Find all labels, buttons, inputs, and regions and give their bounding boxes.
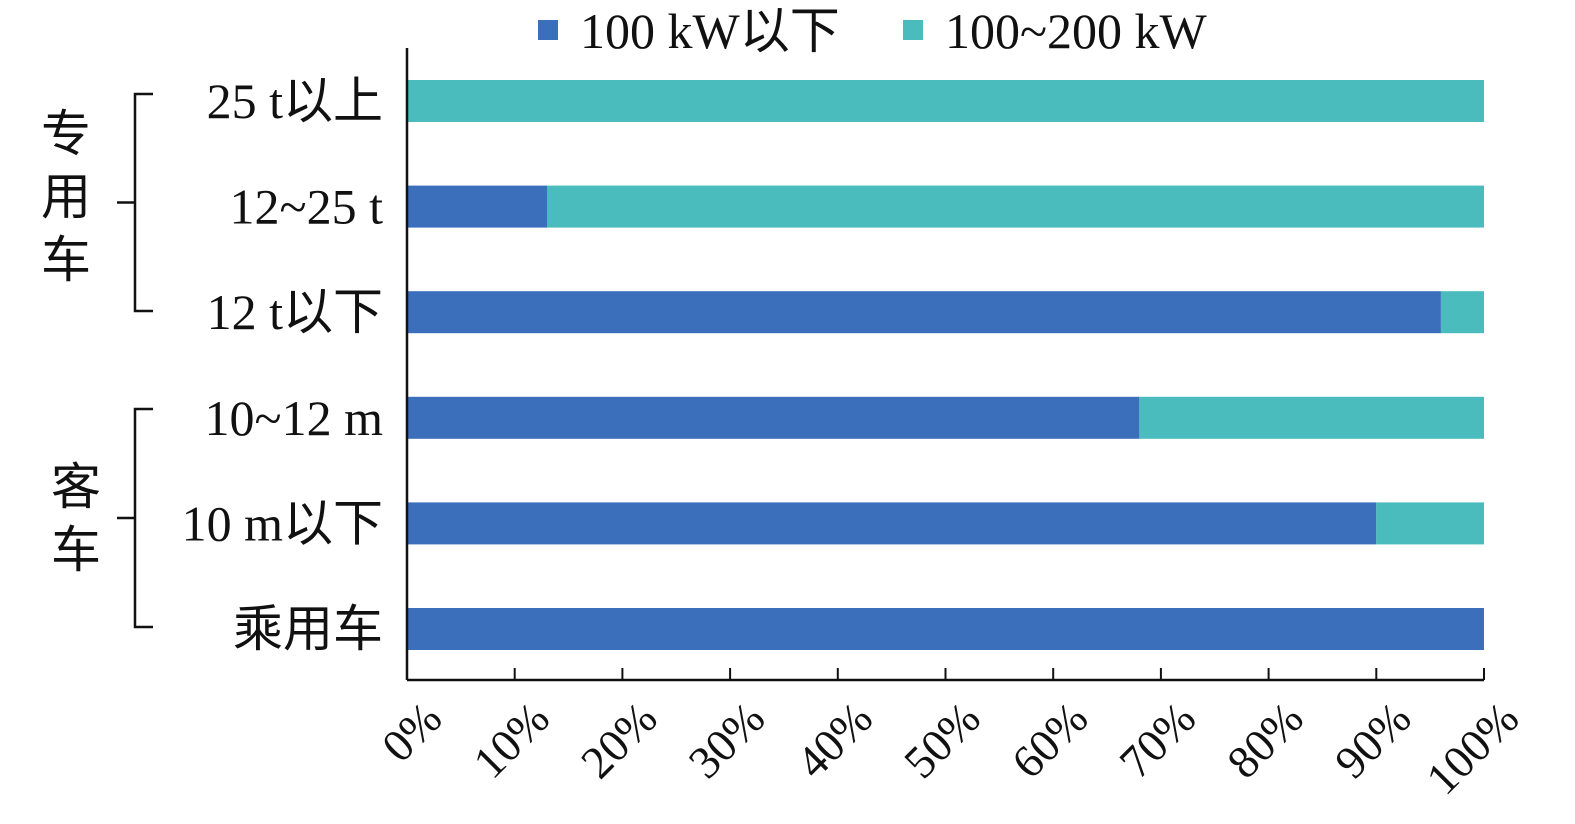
x-tick-label: 70% [1109, 692, 1205, 788]
x-tick-label: 80% [1217, 692, 1313, 788]
category-label: 12~25 t [230, 179, 384, 235]
legend-swatch [903, 20, 923, 40]
legend-label: 100 kW以下 [580, 3, 840, 59]
group-label: 客车 [51, 459, 101, 578]
bars [407, 80, 1484, 650]
bar-segment [407, 185, 548, 228]
bar-segment [407, 396, 1140, 439]
x-tick-label: 50% [894, 692, 990, 788]
category-label: 25 t以上 [207, 73, 383, 129]
x-tick-label: 60% [1002, 692, 1098, 788]
bar-segment [407, 608, 1484, 650]
category-label: 12 t以下 [207, 284, 383, 340]
group-bracket [117, 92, 153, 313]
x-tick-label: 0% [372, 692, 451, 771]
x-tick-labels: 0% 10% 20% 30% 40% 50% 60% 70% 80% 90%100% [372, 692, 1528, 804]
bar-segment [407, 291, 1441, 334]
category-label: 10~12 m [205, 390, 384, 446]
x-tick-label: 40% [786, 692, 882, 788]
axes [405, 48, 1485, 682]
x-tick-label: 30% [679, 692, 775, 788]
legend-label: 100~200 kW [945, 3, 1208, 59]
legend: 100 kW以下 100~200 kW [538, 3, 1208, 59]
bar-segment [407, 80, 1484, 122]
category-label: 10 m以下 [182, 495, 383, 551]
x-tick-label: 20% [571, 692, 667, 788]
bar-segment [547, 185, 1484, 228]
x-tick-label: 90% [1325, 692, 1421, 788]
group-label: 专用车 [41, 106, 91, 288]
bar-segment [1440, 291, 1484, 334]
bar-segment [1139, 396, 1484, 439]
bar-segment [1376, 502, 1484, 545]
legend-swatch [538, 20, 558, 40]
group-bracket [117, 407, 153, 629]
x-tick-label: 10% [463, 692, 559, 788]
x-tick-label: 100% [1416, 692, 1528, 804]
bar-segment [407, 502, 1377, 545]
category-label: 乘用车 [233, 601, 383, 657]
